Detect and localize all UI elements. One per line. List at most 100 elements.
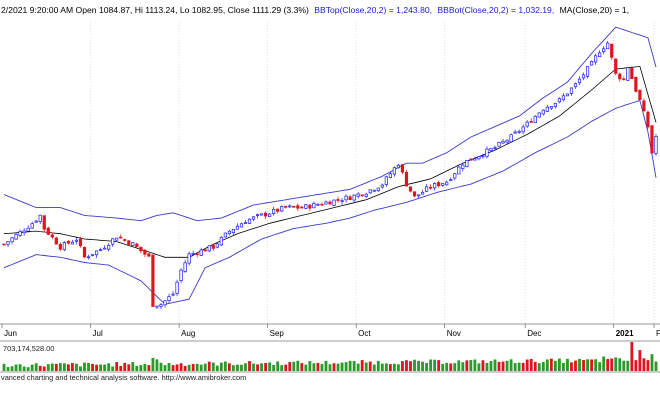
candle-body	[396, 164, 401, 169]
volume-bar	[215, 365, 219, 371]
candle-body	[239, 223, 244, 228]
volume-bar	[505, 360, 509, 371]
volume-bar	[421, 361, 424, 371]
candle-body	[569, 87, 574, 94]
volume-bar	[646, 360, 650, 371]
volume-bar	[413, 359, 416, 371]
candle-body	[509, 134, 513, 143]
bb-top-line	[3, 26, 657, 222]
ma-text: MA(Close,20) = 1,	[560, 5, 630, 15]
volume-bar	[10, 366, 14, 371]
candle-body	[300, 206, 304, 209]
candle-body	[364, 193, 368, 197]
volume-bar	[553, 360, 557, 371]
volume-bar	[457, 360, 461, 371]
x-tick-label: 2021	[616, 329, 634, 338]
volume-bar	[260, 363, 263, 371]
candle-body	[545, 106, 549, 112]
volume-bar	[489, 361, 493, 371]
ma20-line	[3, 65, 657, 258]
volume-bar	[372, 364, 376, 371]
volume-bar	[614, 357, 618, 371]
volume-bar	[147, 365, 151, 371]
volume-bar	[34, 363, 38, 371]
volume-bar	[131, 362, 135, 371]
candle-body	[618, 73, 622, 80]
candle-body	[2, 243, 6, 246]
candle-body	[392, 167, 396, 175]
candle-body	[191, 252, 195, 255]
candle-body	[107, 245, 111, 250]
volume-bar	[135, 366, 139, 371]
candle-body	[561, 95, 566, 101]
candle-body	[404, 171, 409, 187]
volume-bar	[562, 362, 565, 371]
candle-body	[280, 206, 284, 212]
candle-body	[211, 244, 215, 249]
candle-body	[86, 256, 91, 259]
candle-body	[340, 200, 344, 203]
volume-bar	[360, 360, 364, 371]
volume-bar	[481, 360, 485, 371]
candle-body	[195, 253, 199, 256]
candle-body	[376, 187, 380, 192]
volume-bar	[175, 364, 179, 371]
volume-bar	[384, 363, 388, 371]
volume-bar	[397, 364, 400, 371]
candle-body	[296, 205, 300, 209]
volume-bar	[207, 361, 211, 371]
candle-body	[525, 121, 529, 127]
candle-body	[139, 246, 143, 252]
volume-bar	[163, 365, 167, 371]
volume-bar	[570, 362, 573, 371]
volume-bar	[602, 356, 606, 371]
volume-bar	[364, 362, 368, 371]
candle-body	[384, 176, 388, 185]
volume-bar	[155, 359, 159, 371]
volume-bar	[191, 363, 195, 371]
candle-body	[171, 293, 175, 296]
candle-body	[622, 78, 626, 81]
candle-body	[372, 189, 376, 192]
volume-bar	[380, 363, 384, 371]
volume-bar	[199, 364, 203, 371]
volume-bar	[392, 363, 396, 371]
candle-body	[203, 249, 207, 252]
candle-body	[147, 253, 151, 257]
volume-bar	[642, 358, 646, 371]
volume-bar	[537, 363, 541, 371]
volume-bar	[223, 361, 227, 371]
candle-body	[328, 201, 332, 205]
candle-body	[247, 218, 252, 224]
volume-bar	[87, 363, 90, 371]
volume-bar	[115, 362, 119, 371]
candle-body	[111, 238, 115, 245]
candle-body	[26, 227, 30, 232]
volume-bar	[187, 364, 191, 371]
candle-body	[646, 111, 650, 128]
quote-info-text: 2/2021 9:20:00 AM Open 1084.87, Hi 1113.…	[1, 5, 629, 15]
volume-bar	[159, 362, 163, 371]
candle-body	[304, 204, 308, 209]
candle-body	[630, 67, 634, 80]
candle-body	[565, 93, 570, 97]
volume-bar	[143, 363, 147, 371]
volume-bar	[46, 364, 50, 371]
candle-body	[70, 241, 75, 245]
footer-credit: vanced charting and technical analysis s…	[1, 373, 246, 382]
candle-body	[465, 160, 469, 167]
candle-body	[6, 241, 10, 245]
candle-body	[127, 240, 131, 245]
volume-bar	[638, 350, 642, 371]
volume-bar	[618, 358, 622, 371]
candle-body	[573, 83, 578, 88]
candle-body	[18, 230, 22, 236]
candle-body	[308, 204, 312, 209]
volume-bar	[388, 364, 392, 371]
candle-body	[34, 220, 38, 223]
volume-bar	[449, 363, 453, 371]
candle-body	[380, 184, 384, 188]
candle-body	[517, 130, 521, 133]
bbtop-text: BBTop(Close,20,2) = 1,243.80,	[314, 5, 432, 15]
volume-bar	[62, 363, 66, 371]
